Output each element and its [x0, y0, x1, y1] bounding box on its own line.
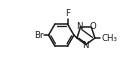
Text: CH₃: CH₃	[101, 34, 117, 43]
Text: O: O	[89, 22, 96, 31]
Text: N: N	[82, 41, 89, 50]
Text: Br: Br	[34, 31, 43, 40]
Text: F: F	[65, 9, 70, 18]
Text: N: N	[76, 22, 83, 31]
